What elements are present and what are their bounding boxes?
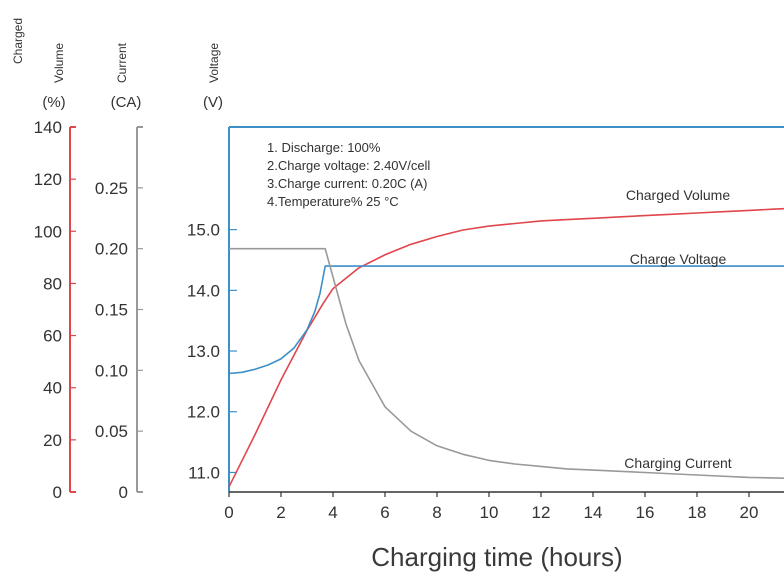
y-tick-label: 140: [34, 118, 62, 137]
y-tick-label: 14.0: [187, 281, 220, 300]
series-line-charged-volume: [228, 207, 784, 488]
y-tick-label: 0.25: [95, 179, 128, 198]
y-axis-name-current: Current: [115, 42, 129, 83]
x-tick-label: 14: [584, 503, 603, 522]
y-tick-label: 80: [43, 274, 62, 293]
condition-item: 4.Temperature% 25 °C: [267, 194, 399, 209]
y-tick-label: 100: [34, 222, 62, 241]
y-tick-label: 0: [53, 483, 62, 502]
y-tick-label: 120: [34, 170, 62, 189]
y-tick-label: 0.10: [95, 361, 128, 380]
y-axis-name-charged_volume: Charged: [11, 18, 25, 64]
y-axis-current: 0 0.05 0.10 0.15 0.20 0.25 Current (CA): [95, 42, 143, 502]
x-tick-label: 4: [328, 503, 337, 522]
y-tick-label: 15.0: [187, 221, 220, 240]
y-axis-name-charged_volume: Volume: [52, 43, 66, 83]
condition-item: 3.Charge current: 0.20C (A): [267, 176, 427, 191]
y-tick-label: 0.15: [95, 301, 128, 320]
series-labels: Charged Volume Charge Voltage Charging Cur…: [624, 187, 731, 471]
x-tick-label: 8: [432, 503, 441, 522]
y-tick-label: 0.20: [95, 240, 128, 259]
x-tick-label: 12: [532, 503, 551, 522]
y-axis-unit-charged_volume: (%): [42, 94, 65, 111]
series-line-charge-voltage: [228, 265, 784, 375]
series-label: Charging Current: [624, 455, 731, 471]
y-tick-label: 60: [43, 327, 62, 346]
y-axis-unit-current: (CA): [111, 94, 142, 111]
series-label: Charged Volume: [626, 187, 731, 203]
y-axis-name-voltage: Voltage: [207, 43, 221, 83]
x-tick-label: 6: [380, 503, 389, 522]
series-label: Charge Voltage: [630, 251, 727, 267]
y-tick-label: 0.05: [95, 422, 128, 441]
y-tick-label: 40: [43, 379, 62, 398]
x-tick-label: 0: [224, 503, 233, 522]
condition-item: 2.Charge voltage: 2.40V/cell: [267, 158, 430, 173]
x-tick-label: 10: [480, 503, 499, 522]
x-tick-label: 18: [688, 503, 707, 522]
y-tick-label: 0: [119, 483, 128, 502]
plot-area: 0 2 4 6 8 10 12 14 16 18 20: [224, 126, 784, 522]
y-tick-label: 20: [43, 431, 62, 450]
y-tick-label: 13.0: [187, 342, 220, 361]
y-tick-label: 11.0: [188, 463, 220, 482]
x-axis-title: Charging time (hours): [371, 542, 622, 572]
y-axis-charged_volume: 0 20 40 60 80 100 120 140 Charged Volume (%): [11, 18, 76, 502]
y-axis-unit-voltage: (V): [203, 94, 223, 111]
series-line-charging-current: [229, 247, 784, 480]
conditions-list: 1. Discharge: 100% 2.Charge voltage: 2.40…: [267, 140, 430, 209]
x-tick-label: 20: [740, 503, 759, 522]
x-tick-label: 2: [276, 503, 285, 522]
y-axis-voltage: 11.0 12.0 13.0 14.0 15.0 Voltage (V): [187, 43, 237, 482]
condition-item: 1. Discharge: 100%: [267, 140, 381, 155]
y-tick-label: 12.0: [187, 403, 220, 422]
x-tick-label: 16: [636, 503, 655, 522]
